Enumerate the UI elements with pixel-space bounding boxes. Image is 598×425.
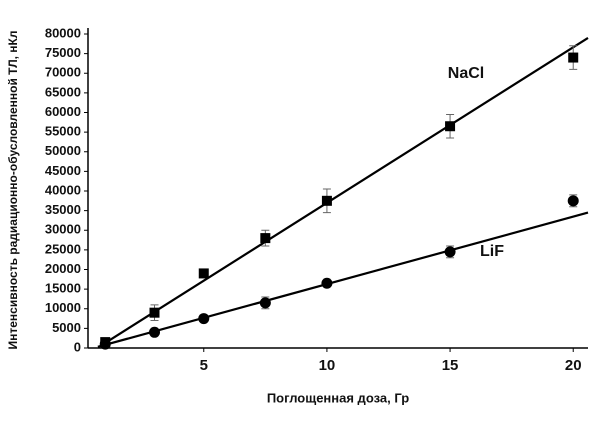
- marker: [568, 52, 579, 63]
- y-tick-label: 55000: [45, 124, 81, 139]
- y-tick-label: 40000: [45, 182, 81, 197]
- y-tick-label: 5000: [52, 320, 81, 335]
- series-label: LiF: [480, 243, 504, 260]
- y-tick-label: 20000: [45, 261, 81, 276]
- y-tick-label: 35000: [45, 202, 81, 217]
- y-tick-label: 60000: [45, 104, 81, 119]
- marker: [444, 246, 456, 258]
- marker: [567, 195, 579, 207]
- y-tick-label: 45000: [45, 163, 81, 178]
- marker: [321, 277, 333, 289]
- y-tick-label: 30000: [45, 222, 81, 237]
- fit-line: [97, 211, 589, 348]
- x-tick-label: 5: [200, 357, 208, 374]
- marker: [321, 195, 332, 206]
- y-tick-label: 80000: [45, 25, 81, 40]
- marker: [149, 307, 160, 318]
- marker: [445, 121, 456, 132]
- marker: [198, 268, 209, 279]
- y-tick-label: 10000: [45, 300, 81, 315]
- x-axis-title: Поглощенная доза, Гр: [267, 390, 409, 405]
- y-tick-label: 70000: [45, 65, 81, 80]
- fit-line: [99, 36, 589, 347]
- y-tick-label: 50000: [45, 143, 81, 158]
- y-tick-label: 15000: [45, 281, 81, 296]
- y-tick-label: 25000: [45, 241, 81, 256]
- marker: [198, 313, 210, 325]
- x-tick-label: 15: [442, 357, 459, 374]
- marker: [260, 233, 271, 244]
- x-tick-label: 20: [565, 357, 582, 374]
- series-label: NaCl: [448, 65, 484, 82]
- y-tick-label: 0: [74, 339, 81, 354]
- y-tick-label: 75000: [45, 45, 81, 60]
- y-axis-title: Интенсивность радиационно-обусловленной …: [6, 31, 20, 350]
- marker: [99, 338, 111, 350]
- y-tick-label: 65000: [45, 84, 81, 99]
- marker: [149, 326, 161, 338]
- x-tick-label: 10: [319, 357, 336, 374]
- marker: [259, 297, 271, 309]
